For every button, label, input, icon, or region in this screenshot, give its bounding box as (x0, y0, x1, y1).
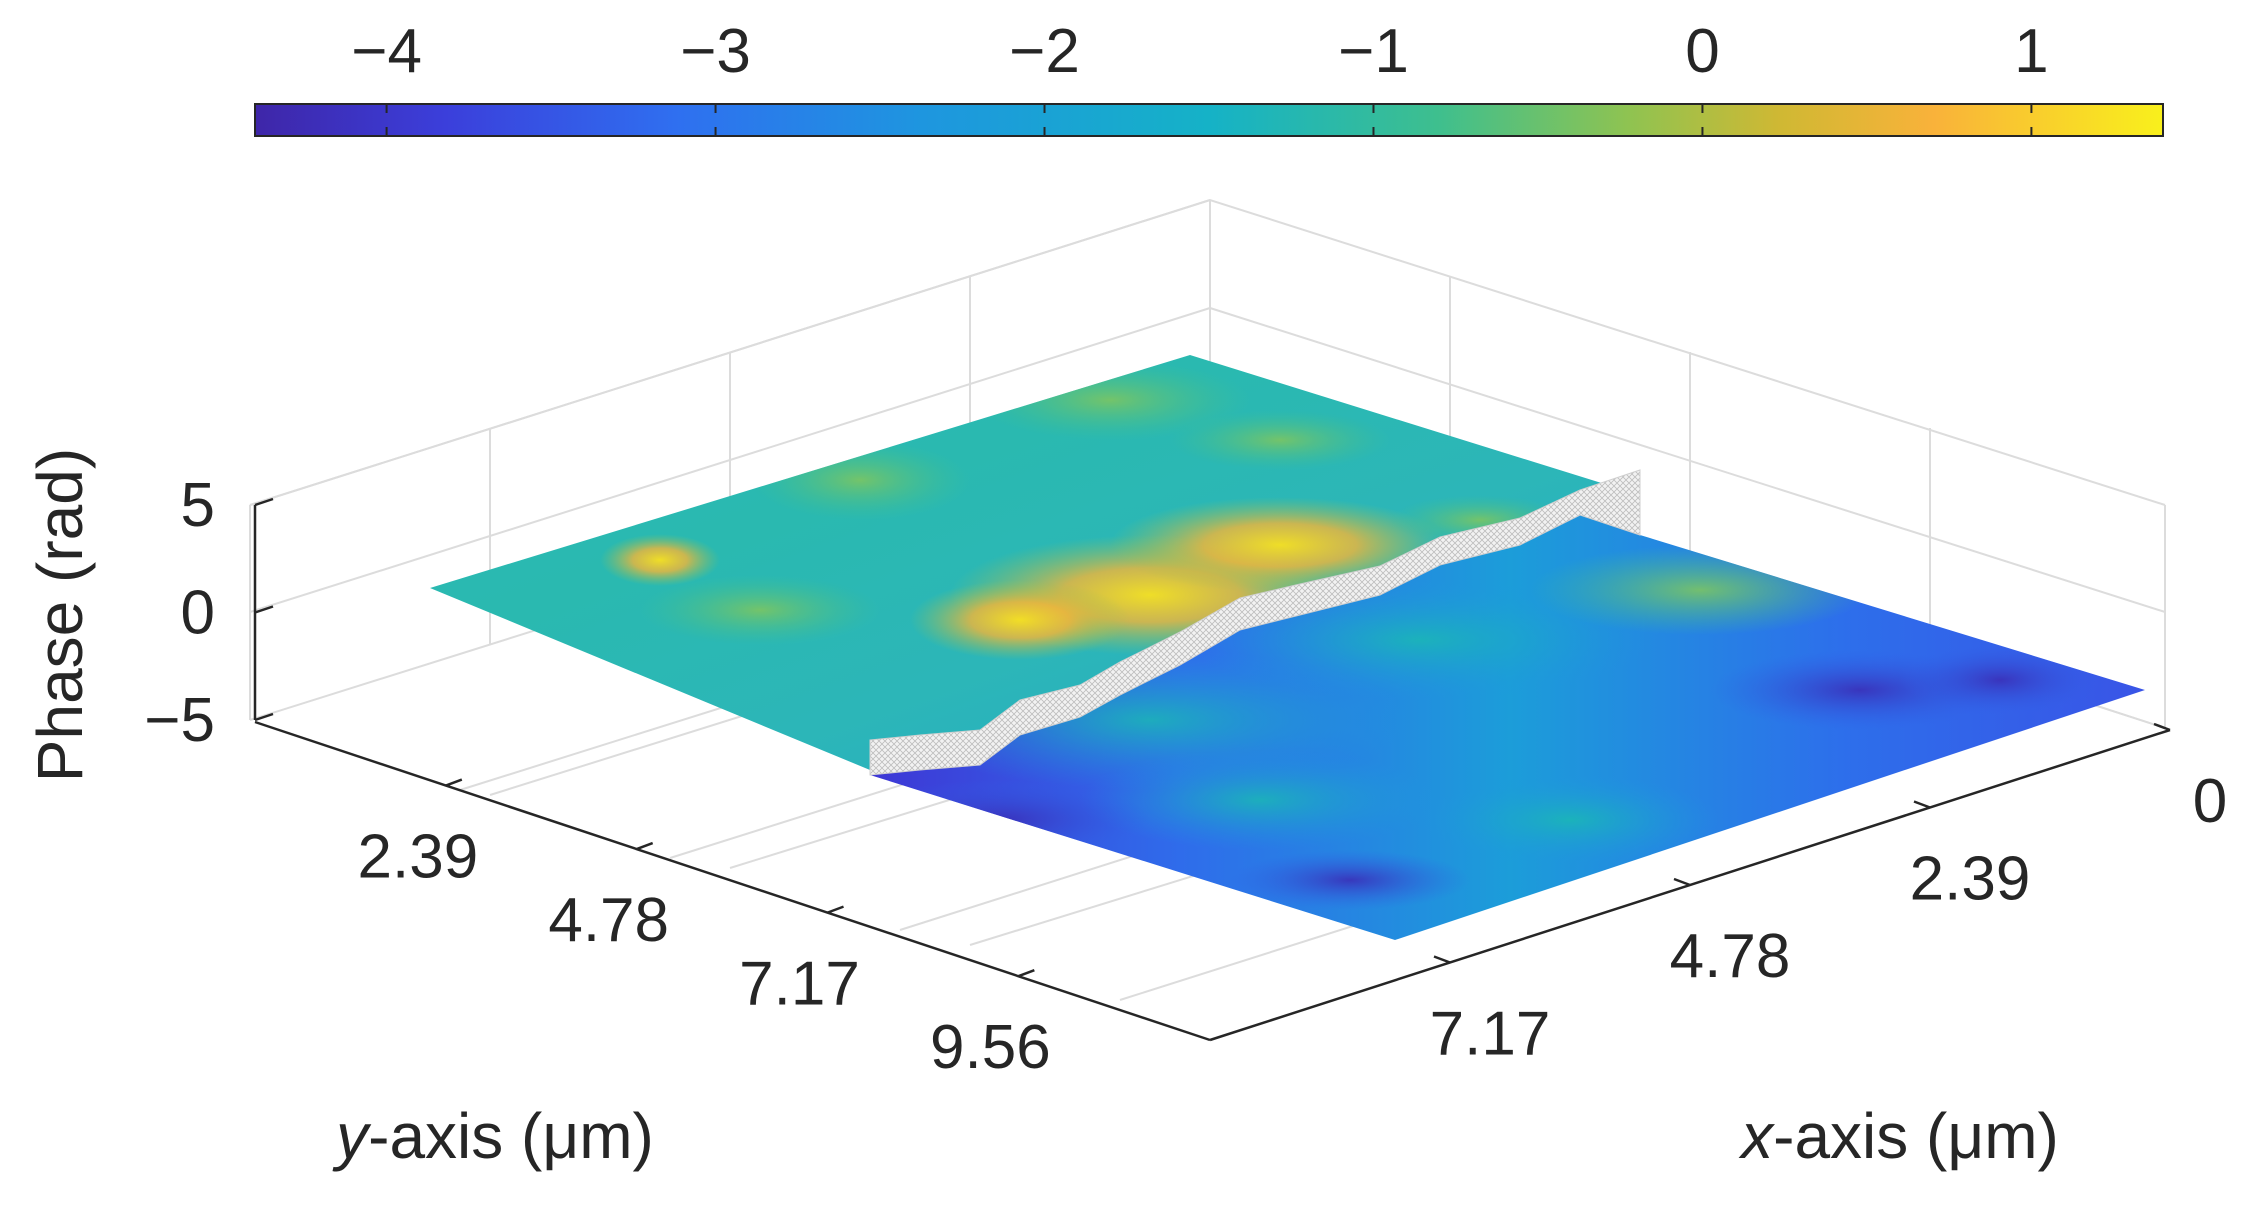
z-tick-label: −5 (144, 686, 215, 755)
z-axis-title: Phase (rad) (24, 448, 96, 782)
y-axis-title-rest: -axis (μm) (368, 1100, 654, 1172)
z-tick-label: 0 (181, 579, 215, 648)
colorbar-ticks: −4 −3 −2 −1 0 1 (351, 17, 2049, 136)
y-axis-title: y-axis (μm) (332, 1100, 654, 1172)
x-tick-mark (1673, 877, 1691, 887)
x-axis-title: x-axis (μm) (1738, 1100, 2059, 1172)
y-tick-label: 2.39 (358, 823, 479, 892)
y-tick-mark (636, 841, 654, 851)
y-tick-mark (827, 905, 844, 914)
x-tick-mark (1913, 800, 1931, 809)
y-tick-mark (1017, 969, 1035, 978)
colorbar-tick-label: −1 (1338, 17, 1409, 86)
colorbar-tick-label: −3 (680, 17, 751, 86)
colorbar-tick-label: −4 (351, 17, 422, 86)
y-tick-label: 7.17 (739, 950, 860, 1019)
y-axis-ticks: 2.39 4.78 7.17 9.56 (358, 778, 1051, 1082)
x-tick-label: 0 (2193, 767, 2227, 836)
z-tick-label: 5 (181, 471, 215, 540)
z-tick-mark (254, 712, 274, 722)
colorbar: −4 −3 −2 −1 0 1 (254, 17, 2164, 137)
grid-z0-right (1209, 307, 2166, 613)
phase-surface (430, 355, 2145, 940)
x-axis-title-italic: x (1738, 1100, 1775, 1172)
y-tick-mark (445, 778, 463, 787)
y-axis-title-italic: y (332, 1100, 372, 1172)
z-tick-mark (254, 605, 274, 614)
step-wall (869, 469, 1641, 776)
x-tick-label: 2.39 (1910, 845, 2031, 914)
y-tick-label: 4.78 (548, 886, 669, 955)
z-tick-mark (254, 497, 274, 507)
colorbar-tick-label: 0 (1685, 17, 1719, 86)
colorbar-tick-label: 1 (2014, 17, 2048, 86)
colorbar-gradient (254, 103, 2164, 137)
x-axis-title-rest: -axis (μm) (1773, 1100, 2059, 1172)
x-axis-ticks: 0 2.39 4.78 7.17 (1430, 722, 2227, 1069)
y-tick-label: 9.56 (930, 1013, 1051, 1082)
x-tick-mark (1433, 955, 1451, 964)
z-axis-ticks: 5 0 −5 (144, 471, 274, 755)
colorbar-tick-label: −2 (1009, 17, 1080, 86)
x-tick-label: 7.17 (1430, 1000, 1551, 1069)
y-axis-line (254, 720, 1211, 1042)
x-tick-mark (2153, 722, 2171, 732)
x-tick-label: 4.78 (1670, 922, 1791, 991)
